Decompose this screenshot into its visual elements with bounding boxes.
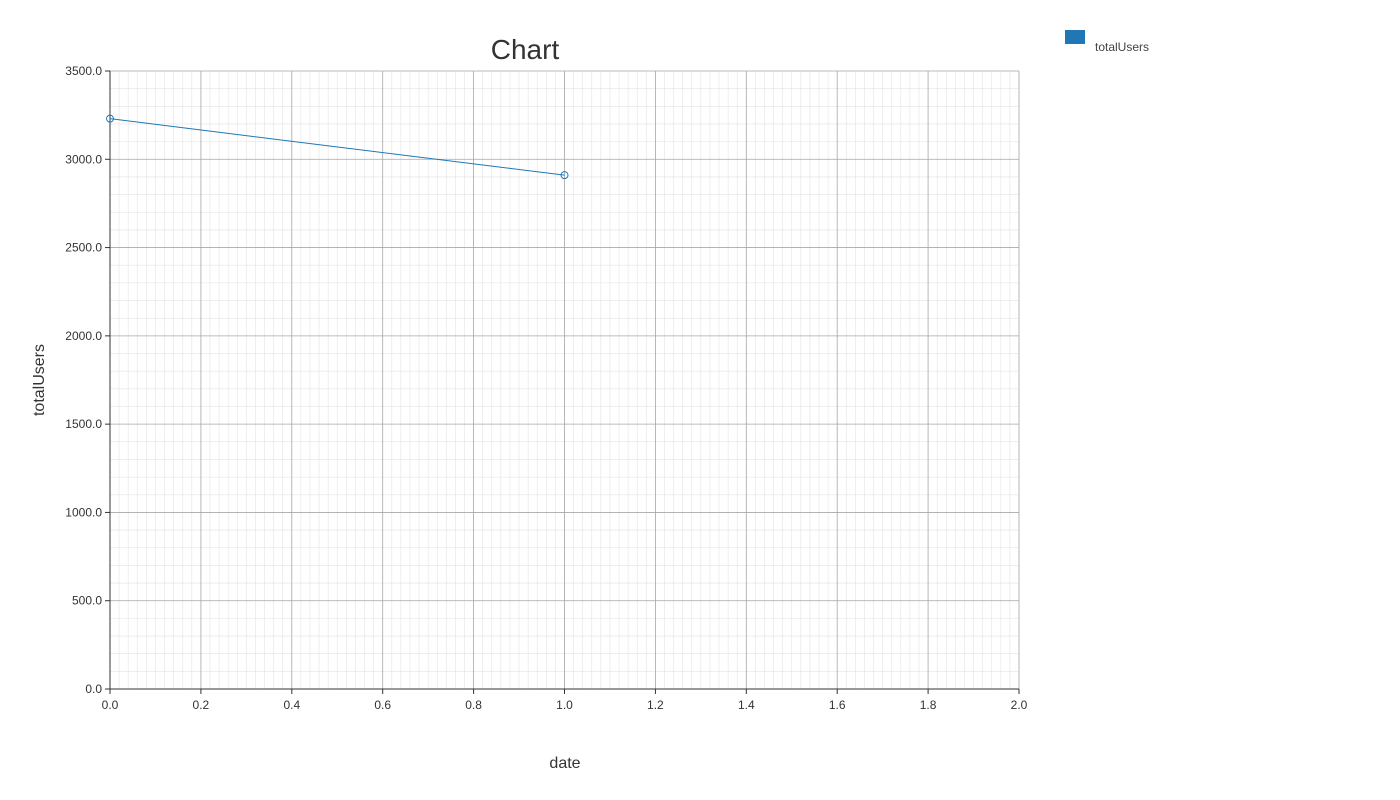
- y-axis-ticks: 0.0 500.0 1000.0 1500.0 2000.0 2500.0 3000.0 35…: [65, 64, 110, 696]
- x-tick-label: 0.0: [102, 698, 119, 712]
- x-axis-ticks: 0.0 0.2 0.4 0.6 0.8 1.0 1.2 1.4 1.6 1.8 2.0: [102, 689, 1028, 712]
- y-tick-label: 3500.0: [65, 64, 102, 78]
- axes: [105, 71, 1019, 694]
- legend-label: totalUsers: [1095, 40, 1149, 54]
- x-tick-label: 1.4: [738, 698, 755, 712]
- x-tick-label: 2.0: [1011, 698, 1028, 712]
- x-tick-label: 1.0: [556, 698, 573, 712]
- data-point: [560, 171, 569, 180]
- y-tick-label: 2500.0: [65, 241, 102, 255]
- y-tick-label: 3000.0: [65, 152, 102, 166]
- chart-title: Chart: [491, 34, 560, 65]
- y-tick-label: 1000.0: [65, 505, 102, 519]
- x-tick-label: 1.2: [647, 698, 664, 712]
- y-tick-label: 1500.0: [65, 417, 102, 431]
- data-point: [106, 114, 114, 123]
- x-tick-label: 1.8: [920, 698, 937, 712]
- x-tick-label: 0.2: [193, 698, 210, 712]
- legend-swatch: [1065, 30, 1085, 44]
- y-axis-title: totalUsers: [31, 344, 48, 416]
- x-tick-label: 0.4: [283, 698, 300, 712]
- x-tick-label: 0.6: [374, 698, 391, 712]
- series-layer: [106, 114, 569, 180]
- legend: totalUsers: [1065, 30, 1149, 54]
- x-tick-label: 1.6: [829, 698, 846, 712]
- x-tick-label: 0.8: [465, 698, 482, 712]
- y-tick-label: 2000.0: [65, 329, 102, 343]
- x-axis-title: date: [549, 755, 580, 772]
- y-tick-label: 0.0: [85, 682, 102, 696]
- series-line: [109, 118, 565, 176]
- y-tick-label: 500.0: [72, 594, 102, 608]
